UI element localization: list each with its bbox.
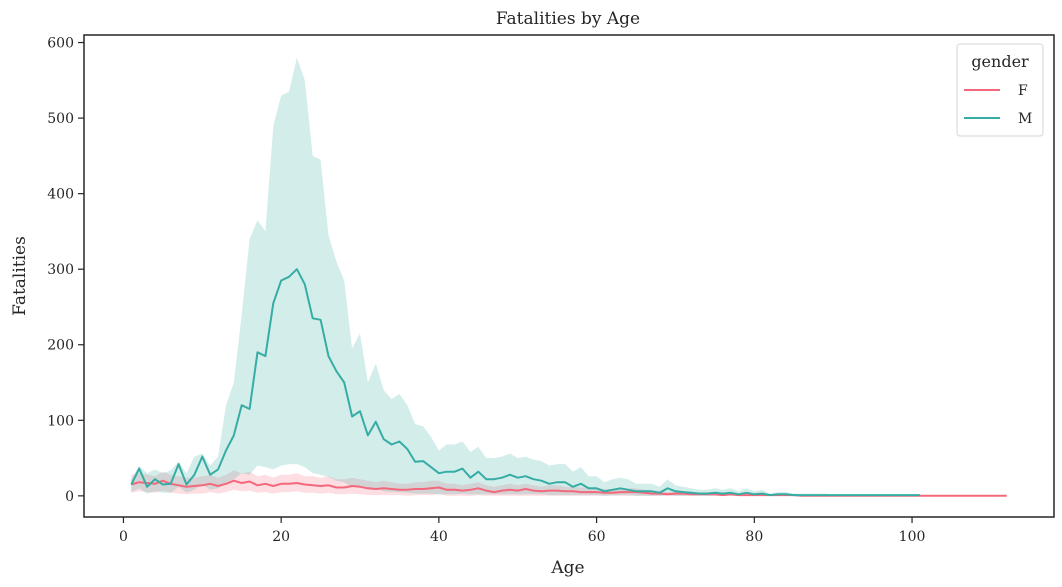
x-tick-label: 0 — [119, 529, 128, 545]
plot-frame — [83, 34, 1055, 518]
legend-label-m: M — [1018, 111, 1032, 127]
x-tick-label: 40 — [430, 529, 448, 545]
y-tick-label: 100 — [47, 413, 74, 429]
legend-title: gender — [971, 52, 1029, 71]
y-axis-ticks: 0 100 200 300 400 500 600 — [47, 36, 84, 505]
series-lines — [130, 268, 1007, 497]
y-tick-label: 300 — [47, 262, 74, 278]
x-tick-label: 20 — [272, 529, 290, 545]
ci-band-f — [131, 470, 1007, 496]
x-tick-label: 60 — [588, 529, 606, 545]
plot-area — [83, 34, 1055, 518]
x-axis-ticks: 0 20 40 60 80 100 — [119, 517, 925, 545]
y-tick-label: 0 — [65, 489, 74, 505]
y-tick-label: 400 — [47, 187, 74, 203]
chart-title: Fatalities by Age — [496, 9, 640, 29]
x-axis-label: Age — [550, 558, 584, 578]
x-tick-label: 80 — [745, 529, 763, 545]
x-tick-label: 100 — [899, 529, 926, 545]
y-axis-label: Fatalities — [10, 236, 30, 316]
series-line-m — [130, 268, 920, 497]
confidence-bands — [131, 57, 1007, 496]
legend-label-f: F — [1018, 83, 1028, 99]
ci-band-m — [131, 57, 920, 496]
legend: gender F M — [956, 43, 1044, 137]
y-tick-label: 200 — [47, 338, 74, 354]
y-tick-label: 500 — [47, 111, 74, 127]
y-tick-label: 600 — [47, 36, 74, 52]
